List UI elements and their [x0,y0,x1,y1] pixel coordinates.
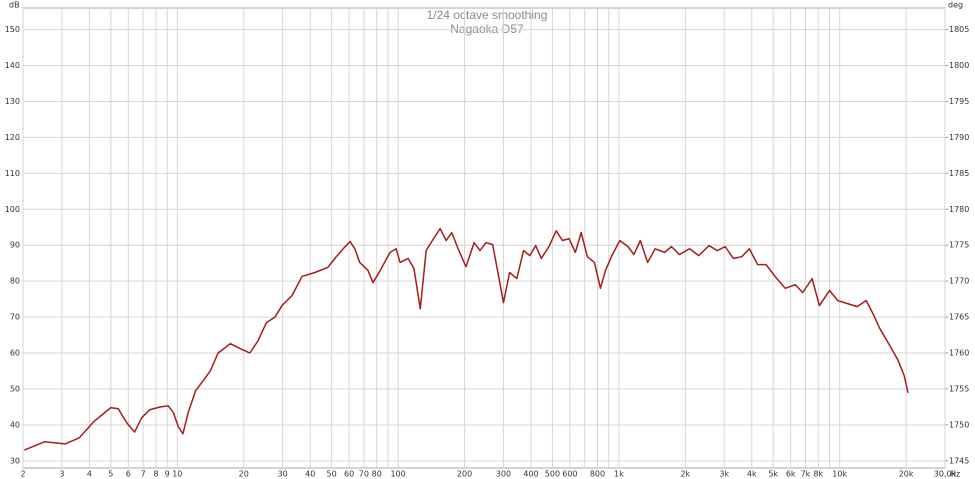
x-tick-label: 7 [141,470,146,479]
y2-tick-label: 1775 [949,241,969,250]
x-tick-label: 1k [614,470,624,479]
y2-tick-label: 1760 [949,349,969,358]
x-tick-label: 10 [172,470,182,479]
x-tick-label: 30,0k [934,470,957,479]
y2-tick-label: 1805 [949,25,969,34]
y2-tick-label: 1745 [949,456,969,465]
x-tick-label: 40 [305,470,315,479]
y-unit: dB [9,1,20,10]
x-tick-label: 5k [768,470,778,479]
y-tick-label: 50 [10,384,20,393]
y2-tick-label: 1785 [949,169,969,178]
y-tick-label: 30 [10,456,20,465]
x-tick-label: 7k [801,470,811,479]
x-tick-label: 2 [20,470,25,479]
y-tick-label: 80 [10,277,20,286]
x-tick-label: 800 [590,470,605,479]
x-tick-label: 20 [239,470,249,479]
x-tick-label: 4k [747,470,757,479]
x-tick-label: 3 [59,470,64,479]
x-tick-label: 600 [562,470,577,479]
y-tick-label: 100 [5,205,20,214]
x-tick-label: 200 [457,470,472,479]
response-line [24,227,909,451]
y-tick-label: 140 [5,61,20,70]
x-tick-label: 8k [813,470,823,479]
y-tick-label: 40 [10,420,20,429]
x-tick-label: 9 [165,470,170,479]
x-tick-label: 2k [680,470,690,479]
x-tick-label: 3k [719,470,729,479]
x-tick-label: 4 [87,470,92,479]
x-tick-label: 70 [359,470,369,479]
y2-tick-label: 1800 [949,61,969,70]
x-tick-label: 50 [327,470,337,479]
y2-tick-label: 1780 [949,205,969,214]
y-tick-label: 150 [5,25,20,34]
x-tick-label: 400 [523,470,538,479]
y2-tick-label: 1765 [949,313,969,322]
chart-title: 1/24 octave smoothing [427,8,548,22]
x-tick-label: 6 [126,470,131,479]
x-unit: Hz [950,470,960,479]
x-tick-label: 8 [153,470,158,479]
x-tick-label: 5 [108,470,113,479]
y2-unit: deg [948,1,963,10]
plot-area [22,7,946,469]
y-tick-label: 130 [5,97,20,106]
y-tick-label: 60 [10,349,20,358]
y-tick-label: 120 [5,133,20,142]
y-tick-label: 110 [5,169,20,178]
x-tick-label: 6k [786,470,796,479]
x-tick-label: 10k [832,470,847,479]
y2-tick-label: 1795 [949,97,969,106]
y2-tick-label: 1790 [949,133,969,142]
y-tick-label: 90 [10,241,20,250]
x-tick-label: 60 [344,470,354,479]
x-tick-label: 30 [278,470,288,479]
y2-tick-label: 1755 [949,384,969,393]
y-tick-label: 70 [10,313,20,322]
x-tick-label: 500 [545,470,560,479]
y2-tick-label: 1770 [949,277,969,286]
x-tick-label: 80 [372,470,382,479]
x-tick-label: 20k [899,470,914,479]
y2-tick-label: 1750 [949,420,969,429]
x-tick-label: 100 [390,470,405,479]
x-tick-label: 300 [496,470,511,479]
